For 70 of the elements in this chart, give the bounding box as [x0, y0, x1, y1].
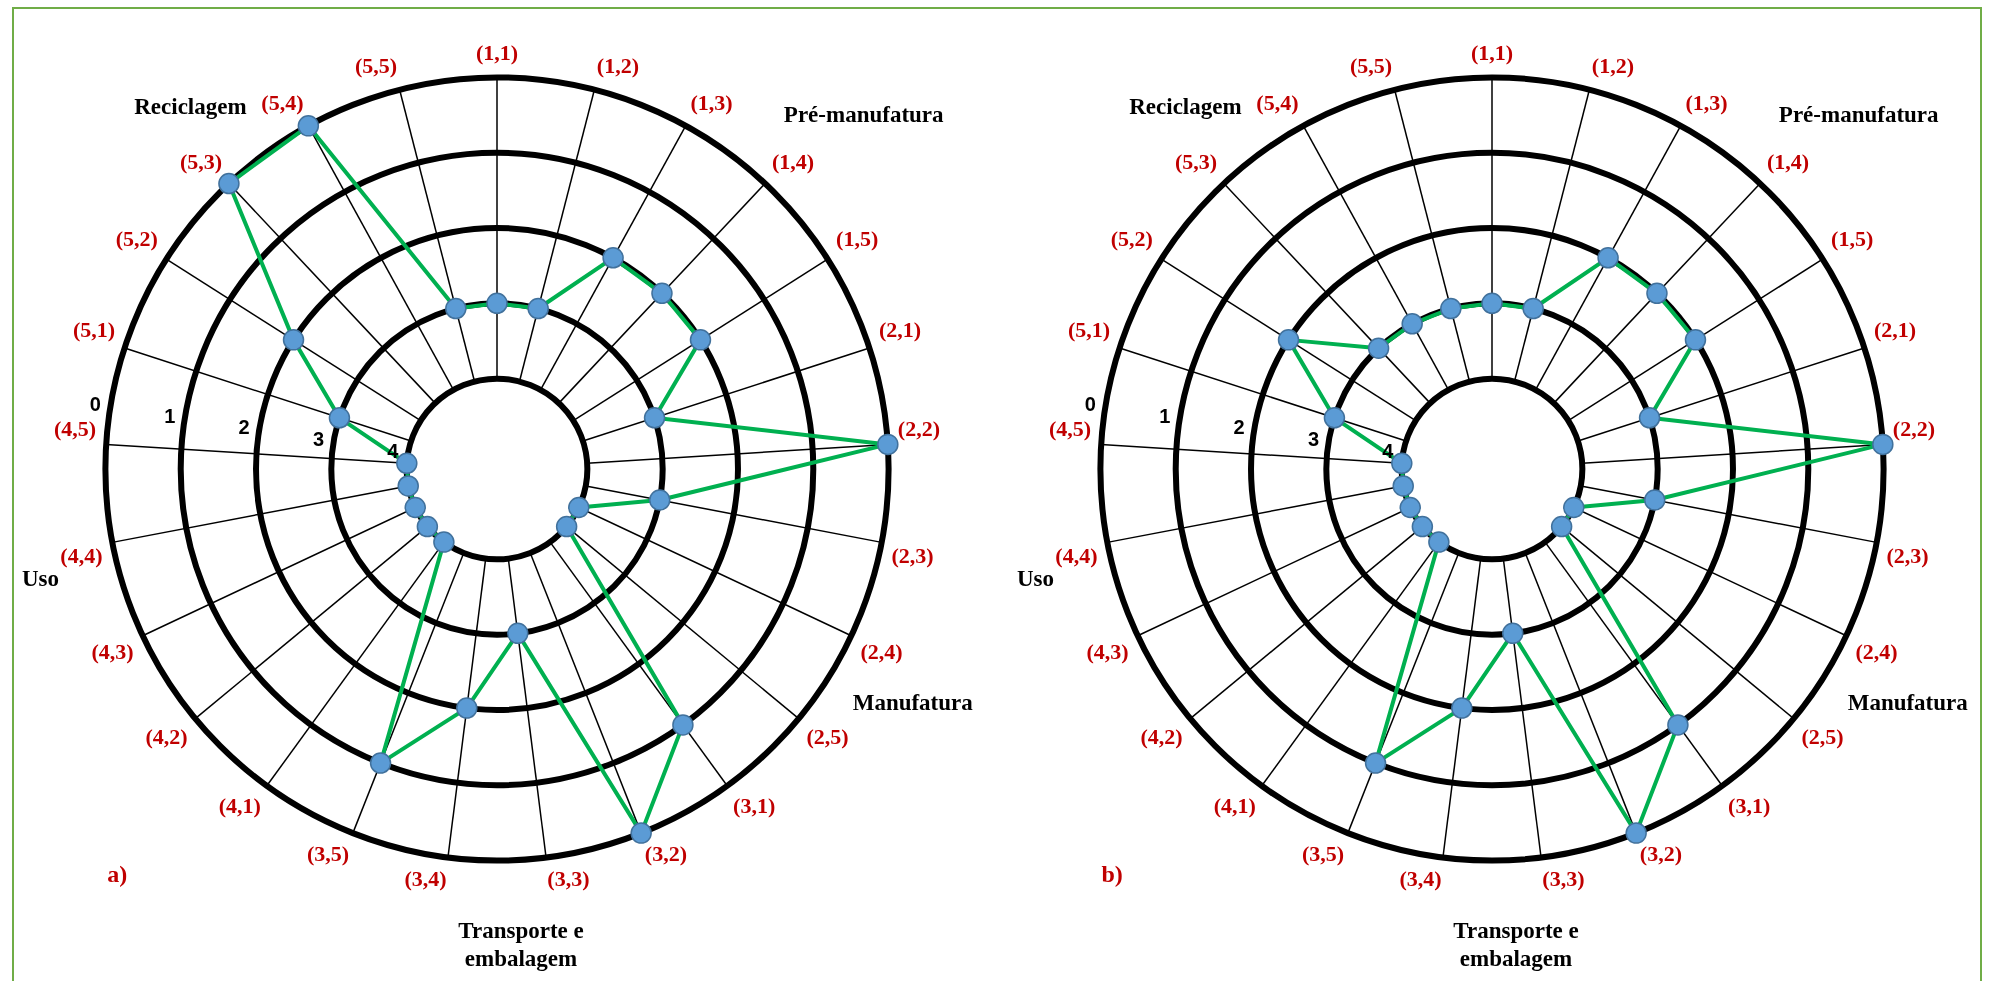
spoke-label: (4,2) [145, 723, 188, 749]
text: Pré-manufatura [783, 101, 945, 127]
text: a) [107, 861, 128, 888]
text: Pré-manufatura [1778, 101, 1940, 127]
spoke-label: (1,3) [1685, 89, 1728, 115]
text: Reciclagem [134, 93, 247, 119]
y-tick-label: 3 [1307, 428, 1320, 451]
spoke-label: (5,1) [72, 317, 116, 343]
spoke-label: (5,5) [354, 52, 398, 78]
spoke-label: (1,1) [1470, 39, 1514, 65]
spoke-label: (2,3) [1886, 543, 1929, 569]
spoke-label: (1,2) [596, 52, 640, 78]
spoke-label: (3,3) [1542, 866, 1585, 892]
spoke-label: (3,2) [644, 841, 687, 867]
spoke-label: (3,1) [733, 792, 776, 818]
spoke-label: (5,2) [115, 226, 158, 252]
y-tick-label: 1 [1159, 404, 1171, 427]
spoke-label: (4,5) [1049, 416, 1092, 442]
y-tick-label: 1 [164, 404, 176, 427]
spoke-label: (5,4) [261, 89, 304, 115]
spoke-label: (3,4) [404, 866, 447, 892]
spoke-label: (4,3) [1086, 638, 1129, 664]
spoke-label: (2,5) [1801, 723, 1844, 749]
spoke-label: (3,5) [307, 841, 350, 867]
text: Manufatura [852, 690, 974, 716]
spoke-label: (4,4) [1055, 543, 1098, 569]
spoke-label: (4,1) [218, 792, 261, 818]
spoke-label: (1,1) [475, 39, 519, 65]
spoke-label: (2,5) [806, 723, 849, 749]
text: Uso [1016, 566, 1054, 592]
spoke-label: (3,4) [1399, 866, 1442, 892]
spoke-label: (5,1) [1067, 317, 1111, 343]
spoke-label: (4,5) [54, 416, 97, 442]
spoke-label: (5,4) [1256, 89, 1299, 115]
spoke-label: (2,1) [878, 317, 922, 343]
spoke-label: (5,5) [1349, 52, 1393, 78]
spoke-label: (1,4) [1766, 148, 1810, 174]
spoke-label: (2,4) [860, 638, 903, 664]
y-tick-label: 3 [312, 428, 325, 451]
spoke-label: (1,5) [1831, 226, 1874, 252]
spoke-label: (2,2) [897, 416, 940, 442]
spoke-label: (5,3) [1174, 148, 1218, 174]
spoke-label: (4,3) [91, 638, 134, 664]
y-tick-label: 0 [89, 392, 101, 415]
text: Manufatura [1847, 690, 1969, 716]
spoke-label: (2,1) [1873, 317, 1917, 343]
spoke-label: (4,2) [1140, 723, 1183, 749]
spoke-label: (1,4) [771, 148, 815, 174]
spoke-label: (2,3) [891, 543, 934, 569]
text: Uso [21, 566, 59, 592]
spoke-label: (2,4) [1855, 638, 1898, 664]
text: Transporte e embalagem [1453, 918, 1579, 972]
spoke-label: (2,2) [1892, 416, 1935, 442]
spoke-label: (1,3) [690, 89, 733, 115]
spoke-label: (3,5) [1302, 841, 1345, 867]
y-tick-label: 2 [1233, 416, 1245, 439]
text: Reciclagem [1129, 93, 1242, 119]
text: Transporte e embalagem [458, 918, 584, 972]
spoke-label: (5,3) [179, 148, 223, 174]
y-tick-label: 0 [1084, 392, 1096, 415]
text: b) [1101, 861, 1123, 888]
spoke-label: (3,2) [1639, 841, 1682, 867]
spoke-label: (4,1) [1213, 792, 1256, 818]
spoke-label: (1,2) [1591, 52, 1635, 78]
spoke-label: (5,2) [1110, 226, 1153, 252]
spoke-label: (1,5) [836, 226, 879, 252]
spoke-label: (4,4) [60, 543, 103, 569]
y-tick-label: 2 [238, 416, 250, 439]
spoke-label: (3,1) [1728, 792, 1771, 818]
spoke-label: (3,3) [547, 866, 590, 892]
